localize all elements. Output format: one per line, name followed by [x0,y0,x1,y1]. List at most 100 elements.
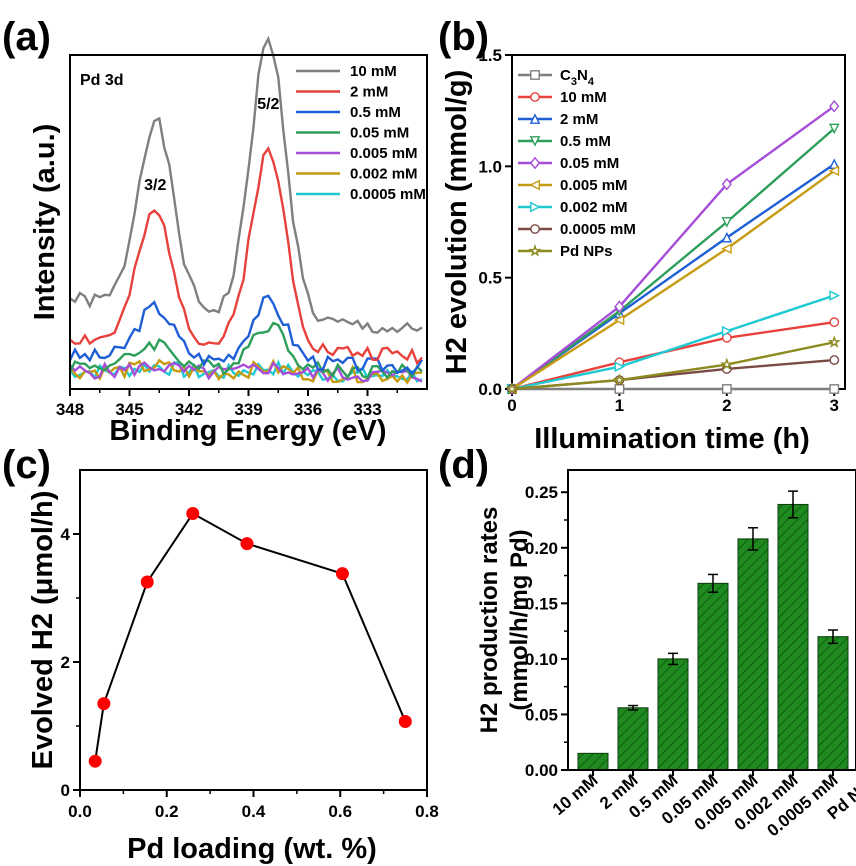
a-legend-label: 0.05 mM [350,125,409,142]
c-x-tick-label: 0.4 [242,802,266,821]
b-data-point [721,325,733,337]
b-data-point [528,244,542,257]
b-data-point [720,357,734,371]
b-data-point [721,217,733,228]
a-annotation-3-2: 3/2 [144,177,166,194]
b-y-tick-label: 1.0 [478,157,502,176]
a-legend-label: 0.005 mM [350,145,418,162]
b-data-point [829,384,840,394]
d-y-axis-label-line2: (mmol/h/mg Pd) [506,529,533,710]
d-bar-hatch [817,636,849,771]
c-data-point [140,575,154,589]
b-y-tick-label: 0.0 [478,380,502,399]
b-legend-label: 2 mM [560,111,598,128]
c-data-point [97,697,111,711]
b-data-point [529,113,541,124]
b-data-point [505,382,519,395]
b-data-point [530,70,540,80]
d-bar-hatch [697,582,729,771]
c-x-tick-label: 0.2 [155,802,179,821]
b-legend-label: 0.005 mM [560,177,628,194]
panel-label-b: (b) [438,15,489,59]
d-bar-hatch [657,658,689,771]
b-x-tick-label: 0 [507,396,516,415]
c-x-axis-label: Pd loading (wt. %) [127,833,377,865]
a-series-line [69,146,423,366]
a-legend: 10 mM 2 mM 0.5 mM 0.05 mM 0.005 mM 0.002 mM 0.… [296,63,426,203]
b-data-point [613,314,625,326]
panel-a-xps-spectrum: 348 345 342 339 336 333 Pd 3d 3/2 5/2 10 mM 2 … [29,35,428,447]
b-data-point [530,224,540,234]
c-series [88,507,412,768]
b-data-point [829,317,840,328]
b-series-line [511,169,835,391]
b-y-axis-label: H2 evolution (mmol/g) [441,70,473,375]
d-y-axis-label-line1: H2 production rates [476,507,503,734]
b-x-tick-label: 2 [722,396,731,415]
c-x-tick-label: 0.6 [328,802,352,821]
d-y-tick-label: 0.25 [525,483,558,502]
b-x-tick-label: 1 [615,396,624,415]
c-x-tick-label: 0.8 [415,802,439,821]
b-data-point [529,136,541,147]
panel-label-c: (c) [2,443,51,487]
a-x-axis-label: Binding Energy (eV) [109,415,386,447]
c-x-tick-label: 0.0 [68,802,92,821]
d-y-tick-label: 0.15 [525,594,558,613]
a-legend-label: 10 mM [350,63,397,80]
c-data-point [398,715,412,729]
a-x-tick-label: 339 [234,400,262,419]
c-plot-frame [79,469,428,791]
b-data-point [721,231,733,243]
b-series [505,99,841,396]
a-y-axis-label: Intensity (a.u.) [29,124,61,321]
c-y-tick-label: 4 [61,525,71,544]
b-legend-label: C3N4 [560,67,595,88]
a-x-ticks: 348 345 342 339 336 333 [56,389,398,419]
a-series-line [68,321,423,380]
b-data-point [614,361,626,373]
b-series-line [511,341,835,391]
b-axis-ticks: 0 1 2 3 0.0 0.5 1.0 1.5 [478,46,839,415]
c-data-point [240,537,254,551]
b-data-point [721,243,732,255]
b-data-point [530,201,541,213]
b-data-point [829,99,840,113]
d-bar-hatch [577,752,609,771]
b-legend-label: 0.5 mM [560,133,611,150]
b-data-point [829,290,841,301]
d-bars [577,490,849,771]
a-inset-label: Pd 3d [80,72,124,89]
b-data-point [529,179,540,191]
b-data-point [828,165,840,177]
panel-label-a: (a) [2,15,51,59]
c-data-point [186,507,200,521]
b-series-line [511,105,835,390]
d-bar-hatch [777,503,809,771]
a-x-tick-label: 348 [56,400,84,419]
b-data-point [721,384,732,394]
b-data-point [614,384,625,394]
d-y-tick-label: 0.20 [525,539,558,558]
c-y-tick-label: 2 [61,653,70,672]
c-data-point [335,567,349,581]
b-legend-label: 0.002 mM [560,199,628,216]
a-series-line [69,361,423,383]
b-data-point [530,92,540,102]
d-y-tick-label: 0.00 [525,761,558,780]
a-legend-label: 0.5 mM [350,104,401,121]
b-legend-label: 0.05 mM [560,155,619,172]
c-series-line [94,512,407,762]
b-legend-label: 0.0005 mM [560,221,636,238]
b-x-axis-label: Illumination time (h) [534,423,810,455]
a-legend-label: 0.002 mM [350,166,418,183]
panel-c-evolved-h2: 0.0 0.2 0.4 0.6 0.8 0 2 4 Pd loading (wt. %) Ev… [27,469,439,865]
d-y-tick-label: 0.05 [525,705,558,724]
a-annotation-5-2: 5/2 [257,96,279,113]
b-series-line [511,127,836,390]
c-y-tick-label: 0 [61,781,70,800]
d-bar-hatch [617,707,649,771]
a-series-line [68,294,424,376]
